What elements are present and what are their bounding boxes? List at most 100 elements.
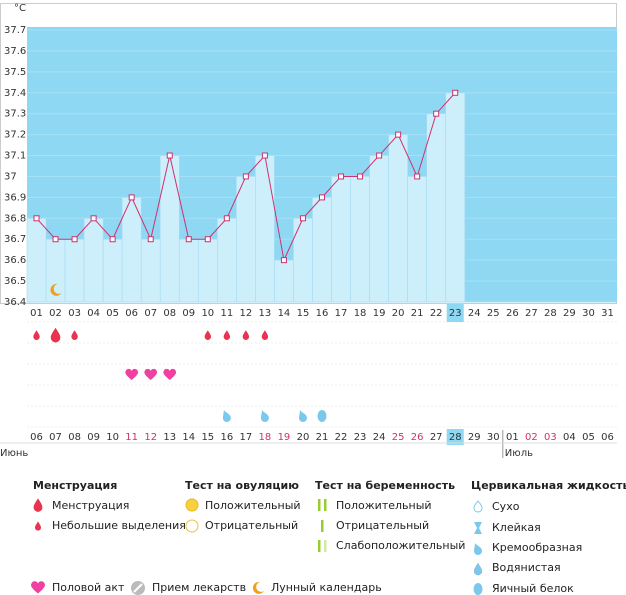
day-label: 27 — [525, 308, 538, 319]
bar — [426, 113, 447, 303]
day-label: 31 — [601, 308, 614, 319]
point — [166, 152, 173, 159]
point — [319, 194, 325, 201]
date-label: 03 — [544, 432, 557, 443]
day-label: 21 — [411, 308, 424, 319]
day-label: 11 — [220, 308, 233, 319]
bar — [350, 176, 370, 303]
legend-item: Отрицательный — [205, 519, 298, 532]
date-label: 29 — [468, 432, 481, 443]
point — [338, 173, 345, 180]
icon — [474, 563, 482, 576]
point — [71, 236, 78, 243]
point — [242, 173, 249, 180]
y-tick-label: 37.6 — [4, 46, 26, 57]
point — [185, 236, 192, 243]
day-label: 15 — [297, 308, 310, 319]
unit: °C — [14, 3, 26, 14]
month-label: Июль — [505, 448, 533, 459]
icon — [473, 500, 483, 513]
intercourse-icon — [144, 368, 158, 380]
intercourse-icon — [163, 368, 177, 380]
point — [261, 152, 268, 159]
point — [109, 236, 116, 243]
day-label: 09 — [182, 308, 195, 319]
day-label: 06 — [125, 308, 138, 319]
y-tick-label: 37.2 — [4, 130, 26, 141]
point — [280, 257, 287, 264]
legend-item: Сухо — [492, 500, 520, 513]
day-label: 19 — [373, 308, 386, 319]
date-label: 10 — [106, 432, 119, 443]
day-label: 29 — [563, 308, 576, 319]
legend-item: Слабоположительный — [336, 539, 465, 552]
y-tick-label: 36.6 — [4, 255, 26, 266]
legend-item: Положительный — [205, 499, 301, 512]
y-tick-label: 37.4 — [4, 88, 26, 99]
date-highlight — [446, 429, 464, 445]
day-label: 05 — [106, 308, 119, 319]
day-label: 01 — [30, 308, 43, 319]
icon — [252, 581, 264, 594]
legend-title: Тест на овуляцию — [185, 479, 299, 492]
menstruation-icon — [223, 330, 231, 340]
date-label: 04 — [563, 432, 576, 443]
point — [90, 215, 97, 222]
day-label: 14 — [278, 308, 291, 319]
legend-item: Прием лекарств — [152, 581, 246, 594]
icon — [324, 540, 327, 552]
icon — [185, 498, 199, 512]
day-label: 07 — [144, 308, 157, 319]
cervical-icon — [298, 410, 307, 422]
date-label: 06 — [601, 432, 614, 443]
icon — [31, 581, 45, 594]
date-label: 30 — [487, 432, 500, 443]
date-label: 05 — [582, 432, 595, 443]
day-label: 23 — [449, 308, 462, 319]
point — [395, 131, 402, 138]
point — [52, 236, 59, 243]
date-label: 23 — [354, 432, 367, 443]
y-tick-label: 37 — [4, 171, 17, 182]
bar — [217, 218, 237, 303]
legend-item: Кремообразная — [492, 541, 582, 554]
bar — [159, 155, 180, 303]
date-label: 14 — [182, 432, 195, 443]
point — [357, 173, 364, 180]
legend-item: Половой акт — [52, 581, 125, 594]
icon — [185, 519, 199, 533]
point — [376, 152, 383, 159]
legend-item: Положительный — [336, 499, 432, 512]
bar — [83, 218, 104, 303]
date-label: 13 — [163, 432, 176, 443]
bar — [255, 155, 275, 303]
bar — [293, 218, 313, 303]
date-label: 22 — [335, 432, 348, 443]
cervical-icon — [260, 410, 269, 422]
y-tick-label: 36.5 — [4, 276, 26, 287]
icon — [474, 543, 482, 555]
day-label: 17 — [335, 308, 348, 319]
icon — [318, 499, 321, 511]
point — [452, 89, 459, 96]
date-label: 24 — [373, 432, 386, 443]
icon — [321, 520, 324, 532]
day-label: 03 — [68, 308, 81, 319]
y-tick-label: 36.7 — [4, 234, 26, 245]
legend-item: Отрицательный — [336, 519, 429, 532]
point — [414, 173, 421, 180]
day-label: 25 — [487, 308, 500, 319]
day-label: 10 — [201, 308, 214, 319]
bar — [102, 238, 123, 303]
day-label: 24 — [468, 308, 481, 319]
bar — [140, 238, 161, 303]
plot: 36.4 36.5 36.6 36.7 36.8 36.9 37 37.1 37.2 37.3 37… — [0, 25, 617, 459]
bar — [388, 134, 408, 303]
date-label: 08 — [68, 432, 81, 443]
point — [433, 110, 440, 117]
legend-item: Небольшие выделения — [52, 519, 186, 532]
point — [128, 194, 135, 201]
date-label: 11 — [125, 432, 138, 443]
cervical-icon — [317, 410, 327, 422]
